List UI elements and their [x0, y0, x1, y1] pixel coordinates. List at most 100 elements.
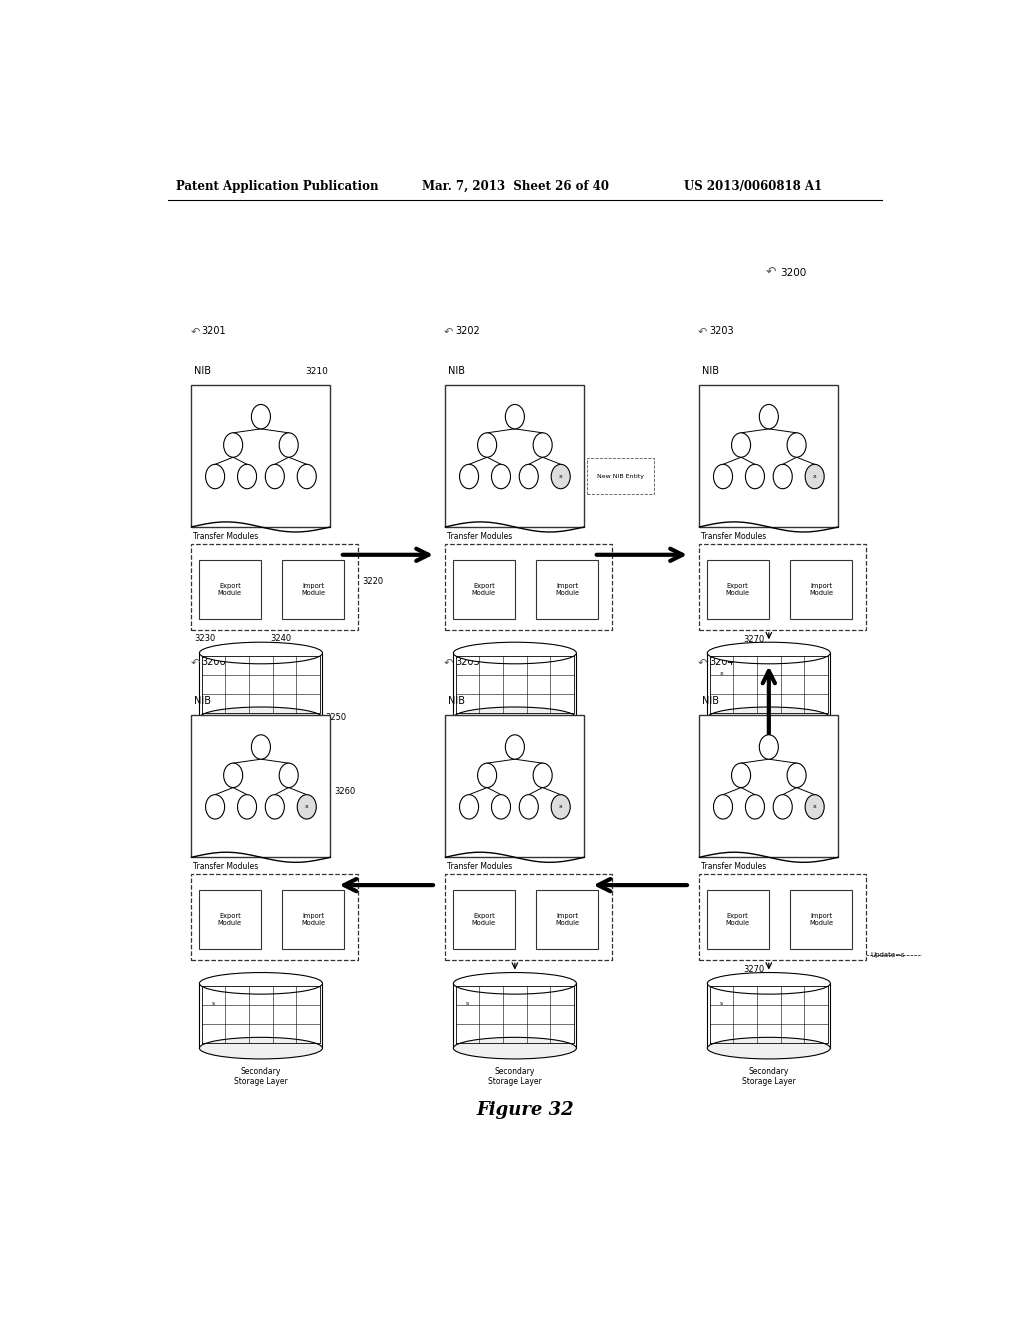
Circle shape [714, 795, 732, 818]
Text: $\curvearrowleft$: $\curvearrowleft$ [441, 326, 455, 337]
Text: Transfer Modules: Transfer Modules [447, 532, 512, 541]
Circle shape [238, 795, 257, 818]
FancyBboxPatch shape [191, 715, 331, 857]
Ellipse shape [708, 708, 830, 729]
Text: x: x [305, 804, 308, 809]
Text: Secondary
Storage Layer: Secondary Storage Layer [742, 1067, 796, 1086]
Circle shape [760, 404, 778, 429]
Text: Export
Module: Export Module [726, 583, 750, 595]
Circle shape [252, 404, 270, 429]
Ellipse shape [200, 973, 323, 994]
Text: 3250: 3250 [325, 713, 346, 722]
Text: NIB: NIB [194, 696, 211, 706]
Circle shape [787, 433, 806, 457]
Text: 3270: 3270 [743, 965, 765, 974]
Ellipse shape [708, 643, 830, 664]
Circle shape [477, 763, 497, 788]
Text: Figure 32: Figure 32 [476, 1101, 573, 1119]
Text: s: s [466, 1001, 469, 1006]
Text: $\curvearrowleft$: $\curvearrowleft$ [441, 656, 455, 667]
Text: $\curvearrowleft$: $\curvearrowleft$ [187, 326, 201, 337]
Text: Update=s: Update=s [870, 952, 904, 958]
Ellipse shape [454, 708, 577, 729]
Polygon shape [200, 983, 323, 1048]
FancyBboxPatch shape [707, 891, 769, 949]
Ellipse shape [454, 643, 577, 664]
Text: Transfer Modules: Transfer Modules [194, 862, 258, 871]
Text: 3260: 3260 [334, 787, 355, 796]
Circle shape [805, 465, 824, 488]
FancyBboxPatch shape [453, 891, 515, 949]
FancyBboxPatch shape [537, 560, 598, 619]
FancyBboxPatch shape [191, 544, 358, 630]
Text: Import
Module: Import Module [301, 583, 326, 595]
Circle shape [551, 465, 570, 488]
Circle shape [773, 465, 793, 488]
Text: Transfer Modules: Transfer Modules [447, 862, 512, 871]
FancyBboxPatch shape [537, 891, 598, 949]
FancyBboxPatch shape [699, 385, 839, 527]
FancyBboxPatch shape [791, 891, 852, 949]
Ellipse shape [454, 1038, 577, 1059]
FancyBboxPatch shape [707, 560, 769, 619]
Text: NIB: NIB [701, 696, 719, 706]
Ellipse shape [200, 643, 323, 664]
FancyBboxPatch shape [587, 458, 654, 494]
Text: Import
Module: Import Module [301, 913, 326, 927]
Polygon shape [454, 653, 577, 718]
Text: 3203: 3203 [710, 326, 734, 337]
Polygon shape [708, 653, 830, 718]
Circle shape [805, 795, 824, 818]
Text: 3210: 3210 [305, 367, 328, 376]
Circle shape [534, 433, 552, 457]
Circle shape [534, 763, 552, 788]
Circle shape [223, 763, 243, 788]
Circle shape [280, 433, 298, 457]
Text: 3204: 3204 [710, 656, 734, 667]
Circle shape [745, 465, 765, 488]
Circle shape [477, 433, 497, 457]
Circle shape [206, 465, 224, 488]
FancyBboxPatch shape [191, 874, 358, 961]
Text: $\curvearrowleft$: $\curvearrowleft$ [695, 656, 709, 667]
Text: 3200: 3200 [780, 268, 807, 279]
Text: s: s [720, 1001, 723, 1006]
Text: Import
Module: Import Module [809, 583, 834, 595]
Text: 3230: 3230 [194, 634, 215, 643]
Text: x: x [813, 804, 816, 809]
Text: Export
Module: Export Module [218, 583, 242, 595]
Text: Export
Module: Export Module [472, 583, 496, 595]
Ellipse shape [708, 973, 830, 994]
Circle shape [745, 795, 765, 818]
Circle shape [731, 433, 751, 457]
Text: Patent Application Publication: Patent Application Publication [176, 180, 378, 193]
Text: NIB: NIB [447, 696, 465, 706]
Text: Import
Module: Import Module [555, 583, 580, 595]
Text: 3202: 3202 [456, 326, 480, 337]
Text: $\curvearrowleft$: $\curvearrowleft$ [695, 326, 709, 337]
Text: Mar. 7, 2013  Sheet 26 of 40: Mar. 7, 2013 Sheet 26 of 40 [422, 180, 608, 193]
Text: Transfer Modules: Transfer Modules [701, 862, 766, 871]
Circle shape [492, 795, 511, 818]
Ellipse shape [200, 708, 323, 729]
Ellipse shape [708, 1038, 830, 1059]
Text: Import
Module: Import Module [555, 913, 580, 927]
Text: NIB: NIB [194, 366, 211, 376]
FancyBboxPatch shape [191, 385, 331, 527]
FancyBboxPatch shape [445, 544, 612, 630]
Circle shape [297, 795, 316, 818]
FancyBboxPatch shape [699, 544, 866, 630]
Circle shape [265, 795, 285, 818]
Text: Transfer Modules: Transfer Modules [194, 532, 258, 541]
Text: Transfer Modules: Transfer Modules [701, 532, 766, 541]
Circle shape [297, 465, 316, 488]
FancyBboxPatch shape [699, 715, 839, 857]
Polygon shape [708, 983, 830, 1048]
FancyBboxPatch shape [699, 874, 866, 961]
Text: x: x [559, 474, 562, 479]
Text: 3270: 3270 [743, 635, 765, 644]
Polygon shape [454, 983, 577, 1048]
Text: x: x [720, 671, 723, 676]
Text: Export
Module: Export Module [472, 913, 496, 927]
Circle shape [714, 465, 732, 488]
